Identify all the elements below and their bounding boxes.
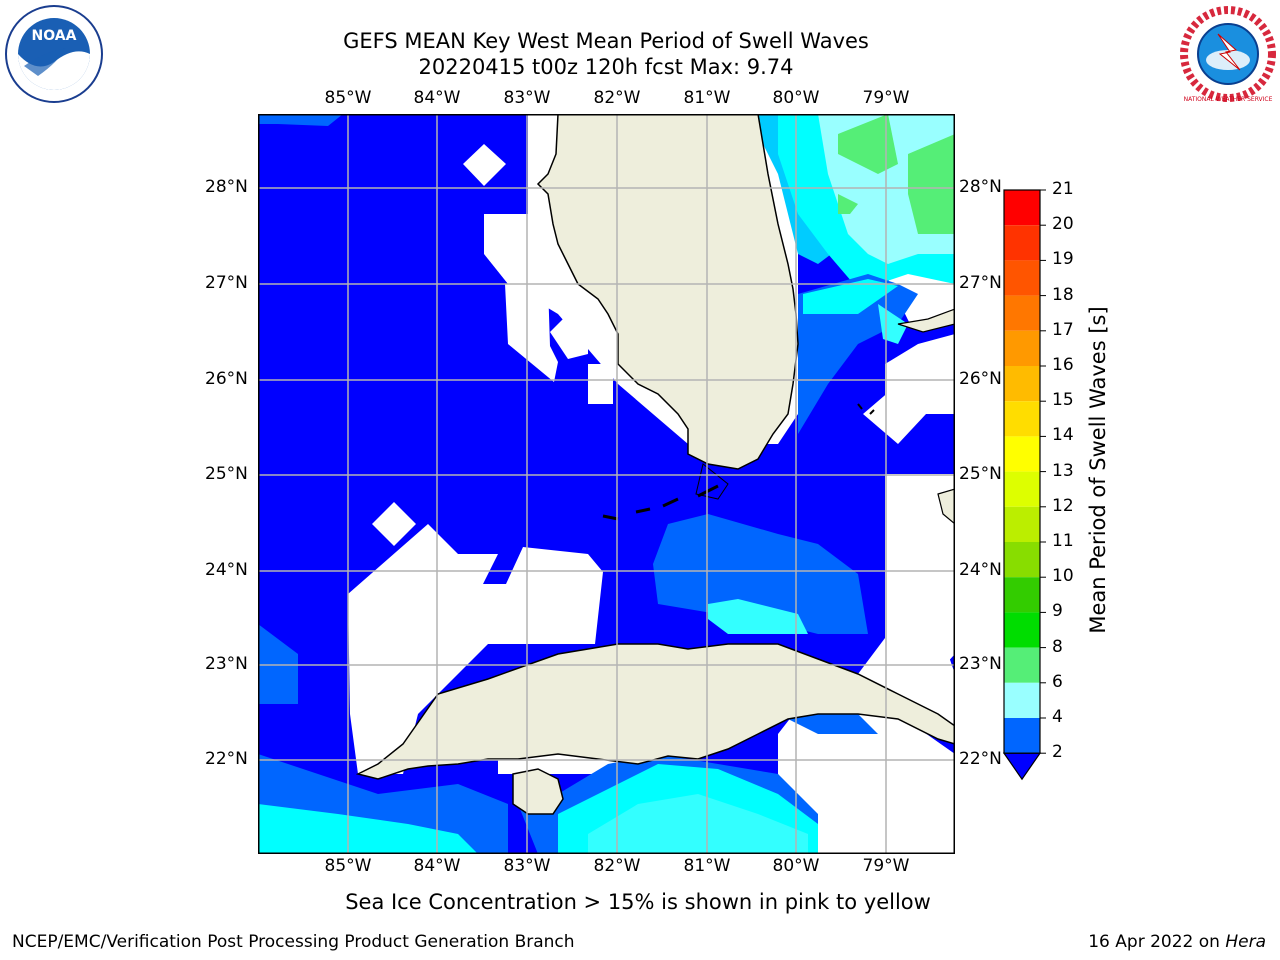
colorbar-tick-label: 4	[1052, 707, 1063, 727]
lon-label: 80°W	[772, 856, 820, 876]
colorbar-tick-label: 15	[1052, 390, 1074, 411]
map-frame	[258, 114, 955, 854]
lat-label: 28°N	[959, 177, 1002, 197]
lat-label: 27°N	[205, 273, 248, 293]
lat-label: 22°N	[959, 749, 1002, 769]
colorbar-segment	[1004, 612, 1040, 648]
lat-label: 22°N	[205, 749, 248, 769]
chart-subtitle: 20220415 t00z 120h fcst Max: 9.74	[418, 55, 794, 79]
colorbar-segment	[1004, 190, 1040, 226]
colorbar-segment	[1004, 295, 1040, 331]
colorbar-tick-label: 20	[1052, 214, 1074, 235]
colorbar-segment	[1004, 330, 1040, 366]
colorbar-tick-label: 19	[1052, 249, 1074, 270]
colorbar-segment	[1004, 647, 1040, 683]
noaa-logo: NOAA	[5, 5, 103, 103]
colorbar-segment	[1004, 718, 1040, 754]
lon-label: 85°W	[324, 88, 372, 108]
lat-label: 28°N	[205, 177, 248, 197]
colorbar-segment	[1004, 506, 1040, 542]
map-plot	[258, 114, 955, 854]
lon-label: 82°W	[593, 856, 641, 876]
run-date: 16 Apr 2022 on Hera	[1088, 932, 1266, 952]
colorbar-segment	[1004, 471, 1040, 507]
chart-title: GEFS MEAN Key West Mean Period of Swell …	[343, 29, 869, 53]
lat-label: 26°N	[959, 369, 1002, 389]
noaa-logo-text: NOAA	[32, 28, 77, 44]
lat-label: 26°N	[205, 369, 248, 389]
host-name: Hera	[1225, 932, 1266, 952]
colorbar-tick-label: 12	[1052, 495, 1074, 516]
colorbar-segment	[1004, 366, 1040, 402]
lon-label: 83°W	[503, 88, 551, 108]
colorbar-title: Mean Period of Swell Waves [s]	[1086, 306, 1110, 634]
lat-label: 27°N	[959, 273, 1002, 293]
colorbar-extend-arrow	[1002, 752, 1042, 781]
lon-label: 82°W	[593, 88, 641, 108]
sea-ice-note: Sea Ice Concentration > 15% is shown in …	[345, 890, 931, 914]
graticule	[258, 114, 955, 854]
colorbar-tick-label: 13	[1052, 460, 1074, 481]
colorbar-tick-label: 21	[1052, 179, 1074, 199]
colorbar	[1002, 189, 1046, 781]
colorbar-segment	[1004, 577, 1040, 613]
colorbar-tick-label: 6	[1052, 671, 1063, 692]
lon-label: 81°W	[683, 88, 731, 108]
lat-label: 25°N	[205, 464, 248, 484]
lon-label: 79°W	[862, 856, 910, 876]
colorbar-segment	[1004, 682, 1040, 718]
colorbar-tick-label: 18	[1052, 284, 1074, 305]
land-cuba	[355, 643, 955, 780]
lon-label: 83°W	[503, 856, 551, 876]
colorbar-tick-label: 9	[1052, 601, 1063, 622]
colorbar-tick-label: 16	[1052, 355, 1074, 375]
colorbar-tick-label: 11	[1052, 531, 1074, 551]
colorbar-segment	[1004, 401, 1040, 437]
lat-label: 24°N	[959, 560, 1002, 580]
land-bahamas	[897, 308, 955, 333]
lon-label: 84°W	[413, 88, 461, 108]
colorbar-segment	[1004, 542, 1040, 578]
lon-label: 79°W	[862, 88, 910, 108]
colorbar-tick-label: 17	[1052, 319, 1074, 340]
colorbar-tick-label: 2	[1052, 742, 1063, 763]
lat-label: 24°N	[205, 560, 248, 580]
colorbar-segment	[1004, 436, 1040, 472]
lon-label: 80°W	[772, 88, 820, 108]
colorbar-segment	[1004, 260, 1040, 296]
lon-label: 85°W	[324, 856, 372, 876]
colorbar-tick-label: 8	[1052, 636, 1063, 657]
lat-label: 23°N	[205, 654, 248, 674]
producer-credit: NCEP/EMC/Verification Post Processing Pr…	[12, 932, 575, 952]
lon-label: 81°W	[683, 856, 731, 876]
lon-label: 84°W	[413, 856, 461, 876]
colorbar-segment	[1004, 225, 1040, 261]
lat-label: 23°N	[959, 654, 1002, 674]
nws-logo-text: NATIONAL WEATHER SERVICE	[1184, 96, 1273, 103]
colorbar-tick-label: 14	[1052, 425, 1074, 446]
run-date-text: 16 Apr 2022 on	[1088, 932, 1226, 952]
lat-label: 25°N	[959, 464, 1002, 484]
nws-logo: NATIONAL WEATHER SERVICE	[1180, 6, 1276, 103]
land-isle-of-youth	[512, 768, 564, 815]
colorbar-tick-label: 10	[1052, 566, 1074, 587]
